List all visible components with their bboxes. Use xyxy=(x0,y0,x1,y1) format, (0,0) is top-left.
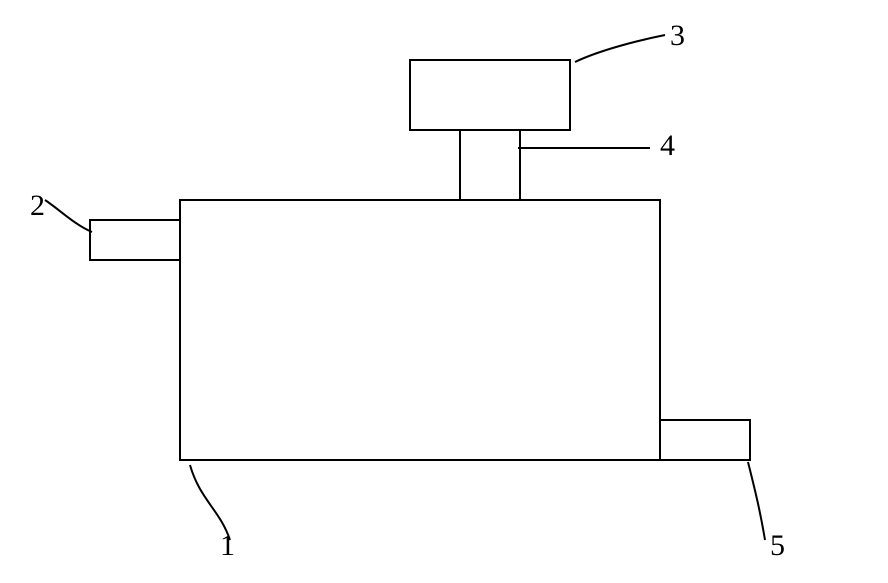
top-cap xyxy=(410,60,570,130)
top-stem xyxy=(460,130,520,200)
main-body xyxy=(180,200,660,460)
label-5: 5 xyxy=(770,529,785,562)
left-port xyxy=(90,220,180,260)
leader-3 xyxy=(575,35,665,62)
label-4: 4 xyxy=(660,129,675,162)
label-3: 3 xyxy=(670,19,685,52)
label-2: 2 xyxy=(30,189,45,222)
leader-2 xyxy=(45,200,92,232)
right-port xyxy=(660,420,750,460)
label-1: 1 xyxy=(220,529,235,562)
leader-5 xyxy=(748,462,765,540)
